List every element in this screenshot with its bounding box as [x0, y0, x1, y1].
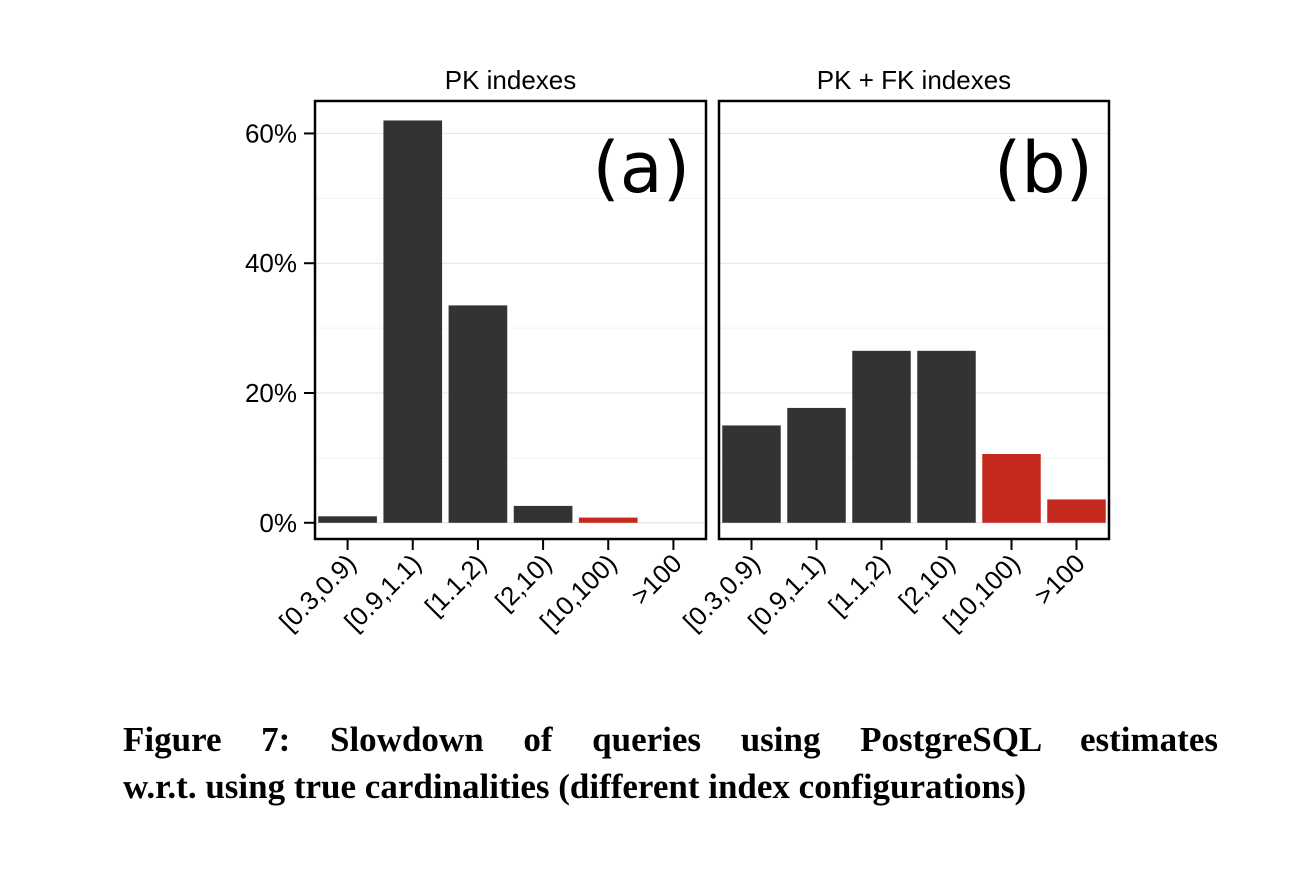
panel-label: (b)	[994, 127, 1093, 209]
panel-label: (a)	[592, 127, 690, 209]
y-tick-label: 20%	[245, 378, 297, 408]
x-tick-label: [1.1,2)	[419, 548, 492, 621]
y-tick-label: 60%	[245, 118, 297, 148]
caption-line-1: Figure 7: Slowdown of queries using Post…	[123, 720, 1218, 759]
bar	[917, 350, 976, 523]
bar	[1047, 499, 1106, 523]
panel-title: PK indexes	[445, 65, 577, 95]
bar	[982, 453, 1041, 523]
bar	[383, 120, 443, 523]
panel-border	[313, 99, 708, 541]
caption-line-2: w.r.t. using true cardinalities (differe…	[123, 767, 1027, 806]
y-tick-label: 0%	[259, 508, 297, 538]
bar	[578, 517, 638, 523]
bar	[722, 425, 781, 523]
x-tick-label: >100	[1028, 548, 1091, 611]
panel-title: PK + FK indexes	[817, 65, 1011, 95]
panel-background	[719, 101, 1109, 539]
bar	[787, 407, 846, 523]
panel-background	[315, 101, 706, 539]
bar	[448, 305, 508, 523]
bar	[852, 350, 911, 523]
bar	[513, 505, 573, 523]
bar	[318, 516, 377, 523]
figure-caption: Figure 7: Slowdown of queries using Post…	[123, 716, 1218, 810]
x-tick-label: >100	[625, 548, 688, 611]
panel-border	[717, 99, 1111, 541]
x-tick-label: [1.1,2)	[822, 548, 895, 621]
figure-chart: PK indexes(a)[0.3,0.9)[0.9,1.1)[1.1,2)[2…	[245, 65, 1111, 637]
y-tick-label: 40%	[245, 248, 297, 278]
